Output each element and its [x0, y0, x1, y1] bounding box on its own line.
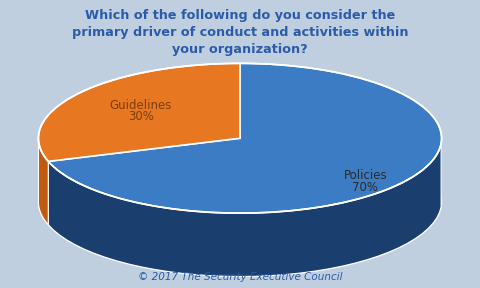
Text: 30%: 30%	[128, 110, 154, 124]
Ellipse shape	[38, 127, 442, 276]
Text: Policies: Policies	[343, 169, 387, 182]
Polygon shape	[38, 140, 48, 225]
Text: Guidelines: Guidelines	[109, 99, 172, 112]
Text: Which of the following do you consider the
primary driver of conduct and activit: Which of the following do you consider t…	[72, 9, 408, 56]
Polygon shape	[38, 63, 240, 161]
Polygon shape	[48, 63, 442, 213]
Text: 70%: 70%	[352, 181, 378, 194]
Text: © 2017 The Security Executive Council: © 2017 The Security Executive Council	[138, 272, 342, 282]
Polygon shape	[48, 143, 441, 276]
